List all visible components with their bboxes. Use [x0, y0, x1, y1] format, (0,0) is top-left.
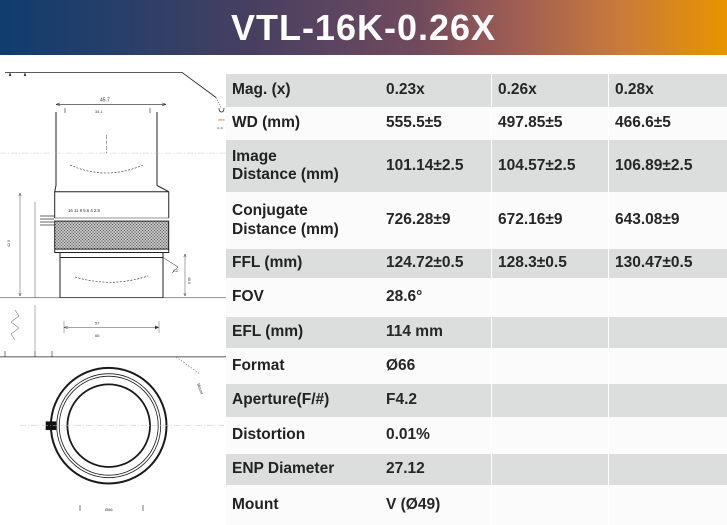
svg-text:48.5: 48.5 [187, 277, 191, 284]
svg-text:16 11 8 5.6 4 2.8: 16 11 8 5.6 4 2.8 [68, 208, 101, 213]
svg-text:Mount: Mount [196, 383, 205, 396]
svg-text:66: 66 [95, 333, 100, 338]
svg-text:57: 57 [95, 321, 100, 326]
svg-text:Ø66: Ø66 [105, 507, 113, 512]
svg-text:45.7: 45.7 [100, 98, 110, 104]
svg-text:34.1: 34.1 [95, 109, 104, 114]
svg-text:view: view [218, 118, 225, 122]
svg-text:C2: C2 [173, 268, 179, 273]
svg-text:42.5: 42.5 [7, 240, 11, 247]
svg-text:(1:4): (1:4) [217, 126, 223, 130]
